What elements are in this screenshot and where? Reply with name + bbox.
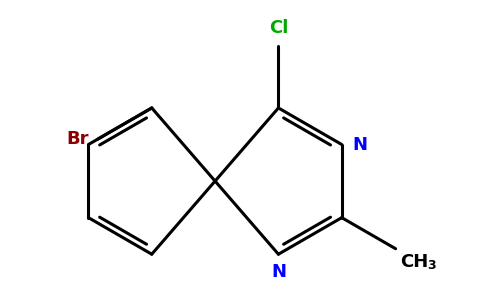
Text: CH: CH (400, 253, 428, 271)
Text: 3: 3 (427, 259, 436, 272)
Text: Br: Br (67, 130, 90, 148)
Text: Cl: Cl (269, 19, 288, 37)
Text: N: N (352, 136, 367, 154)
Text: N: N (271, 263, 286, 281)
